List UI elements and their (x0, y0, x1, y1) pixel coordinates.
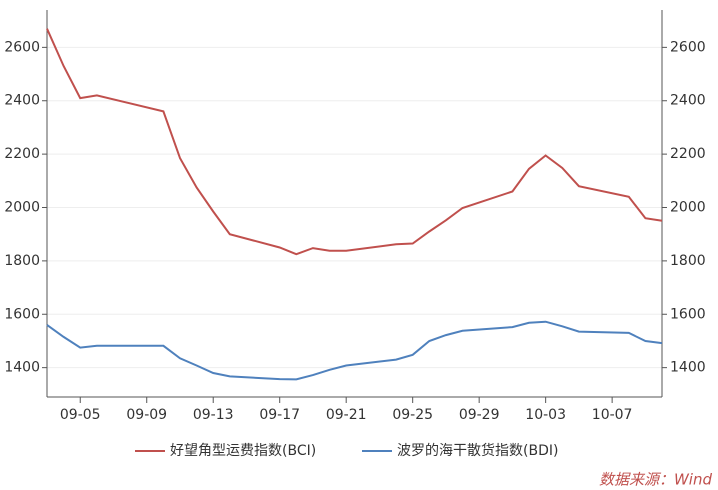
y-tick-label: 1800 (4, 253, 40, 269)
x-tick-label: 10-03 (525, 407, 566, 423)
y-tick-label: 2400 (4, 93, 40, 109)
y2-tick-label: 2400 (670, 93, 706, 109)
y-tick-label: 2200 (4, 146, 40, 162)
y-tick-label: 1400 (4, 360, 40, 376)
x-tick-label: 09-21 (326, 407, 367, 423)
y2-tick-label: 1800 (670, 253, 706, 269)
series-line (46, 28, 663, 256)
x-tick-label: 09-25 (392, 407, 433, 423)
x-tick-label: 09-09 (126, 407, 167, 423)
x-tick-label: 10-07 (592, 407, 633, 423)
y2-tick-label: 2000 (670, 200, 706, 216)
legend-label: 波罗的海干散货指数(BDI) (397, 442, 558, 459)
source: 数据来源：Wind (599, 471, 713, 489)
y-tick-label: 2600 (4, 39, 40, 55)
x-tick-label: 09-29 (459, 407, 500, 423)
series-line (46, 320, 663, 381)
y2-tick-label: 1400 (670, 360, 706, 376)
y2-tick-label: 1600 (670, 306, 706, 322)
y2-tick-label: 2600 (670, 39, 706, 55)
y2-tick-label: 2200 (670, 146, 706, 162)
y-tick-label: 2000 (4, 200, 40, 216)
x-tick-label: 09-05 (60, 407, 101, 423)
y-tick-label: 1600 (4, 306, 40, 322)
x-tick-label: 09-13 (193, 407, 234, 423)
legend-label: 好望角型运费指数(BCI) (170, 443, 316, 459)
x-tick-label: 09-17 (259, 407, 300, 423)
